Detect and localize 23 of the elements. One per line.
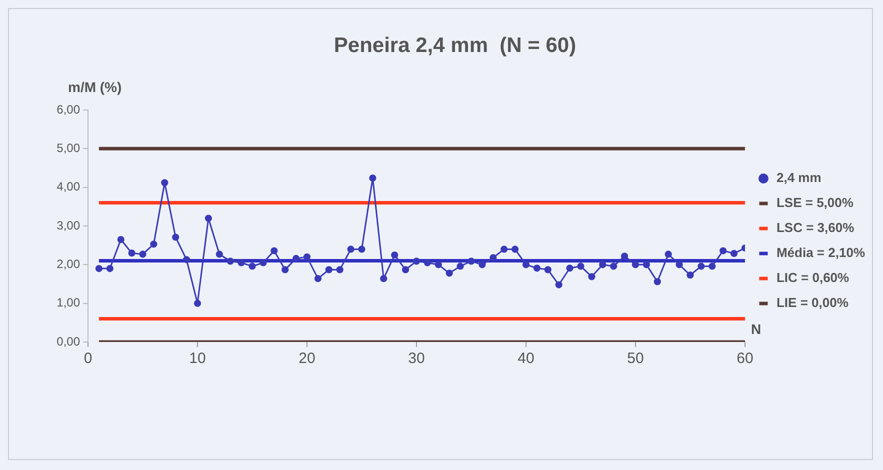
y-tick-label: 0,00: [56, 334, 80, 348]
y-tick-label: 2,00: [56, 256, 80, 271]
x-tick-label: 40: [518, 350, 534, 368]
y-tick-label: 3,00: [56, 218, 80, 232]
legend-label: 2,4 mm: [776, 170, 822, 186]
y-axis-title: m/M (%): [68, 78, 122, 95]
y-tick-label: 1,00: [56, 296, 80, 310]
legend-label: Média = 2,10%: [776, 245, 866, 260]
y-tick-label: 4,00: [56, 180, 80, 194]
legend-label: LIE = 0,00%: [776, 295, 849, 310]
chart-title: Peneira 2,4 mm (N = 60): [334, 34, 576, 57]
x-tick-label: 20: [298, 350, 316, 368]
legend-label: LSE = 5,00%: [776, 195, 854, 210]
x-axis-title: N: [750, 320, 762, 337]
x-tick-label: 0: [84, 350, 92, 368]
legend-label: LSC = 3,60%: [776, 220, 855, 236]
y-tick-label: 5,00: [56, 140, 80, 155]
x-tick-label: 50: [627, 350, 644, 368]
x-tick-label: 60: [736, 350, 754, 368]
x-tick-label: 10: [189, 350, 206, 368]
legend-label: LIC = 0,60%: [776, 270, 850, 286]
y-tick-label: 6,00: [56, 102, 80, 116]
x-tick-label: 30: [408, 350, 425, 368]
